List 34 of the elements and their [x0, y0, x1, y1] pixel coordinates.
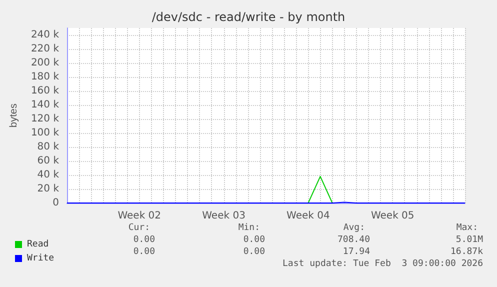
text: Last update: Tue Feb 3 09:00:00 2026: [282, 259, 483, 269]
text: Min:: [238, 223, 260, 233]
y-axis-title: bytes: [8, 104, 20, 128]
y-tick-label: 240 k: [30, 30, 60, 40]
y-tick-label: 60 k: [37, 156, 60, 166]
text: Max:: [456, 223, 478, 233]
x-tick-label: Week 02: [118, 210, 162, 222]
text: 0.00: [243, 235, 265, 245]
legend-label: Read: [27, 240, 49, 250]
y-tick-label: 160 k: [30, 86, 60, 96]
y-tick-label: 40 k: [37, 170, 60, 180]
text: 17.94: [342, 247, 370, 257]
text: 5.01M: [456, 235, 484, 245]
text: 16.87k: [450, 247, 484, 257]
y-tick-label: 120 k: [30, 114, 60, 124]
chart-title: /dev/sdc - read/write - by month: [152, 10, 346, 24]
x-tick-label: Week 04: [286, 210, 330, 222]
y-tick-label: 200 k: [30, 58, 60, 68]
y-tick-label: 220 k: [30, 44, 60, 54]
y-tick-label: 20 k: [37, 184, 60, 194]
text: 0.00: [133, 235, 155, 245]
x-tick-label: Week 05: [370, 210, 414, 222]
y-tick-label: 100 k: [30, 128, 60, 138]
y-tick-label: 140 k: [30, 100, 60, 110]
text: Cur:: [128, 223, 150, 233]
text: 0.00: [133, 247, 155, 257]
text: 0.00: [243, 247, 265, 257]
text: Avg:: [343, 223, 365, 233]
x-tick-label: Week 03: [202, 210, 246, 222]
y-tick-label: 0: [52, 198, 59, 208]
text: 708.40: [337, 235, 370, 245]
y-tick-label: 80 k: [37, 142, 60, 152]
legend-label: Write: [27, 254, 54, 264]
y-tick-label: 180 k: [30, 72, 60, 82]
